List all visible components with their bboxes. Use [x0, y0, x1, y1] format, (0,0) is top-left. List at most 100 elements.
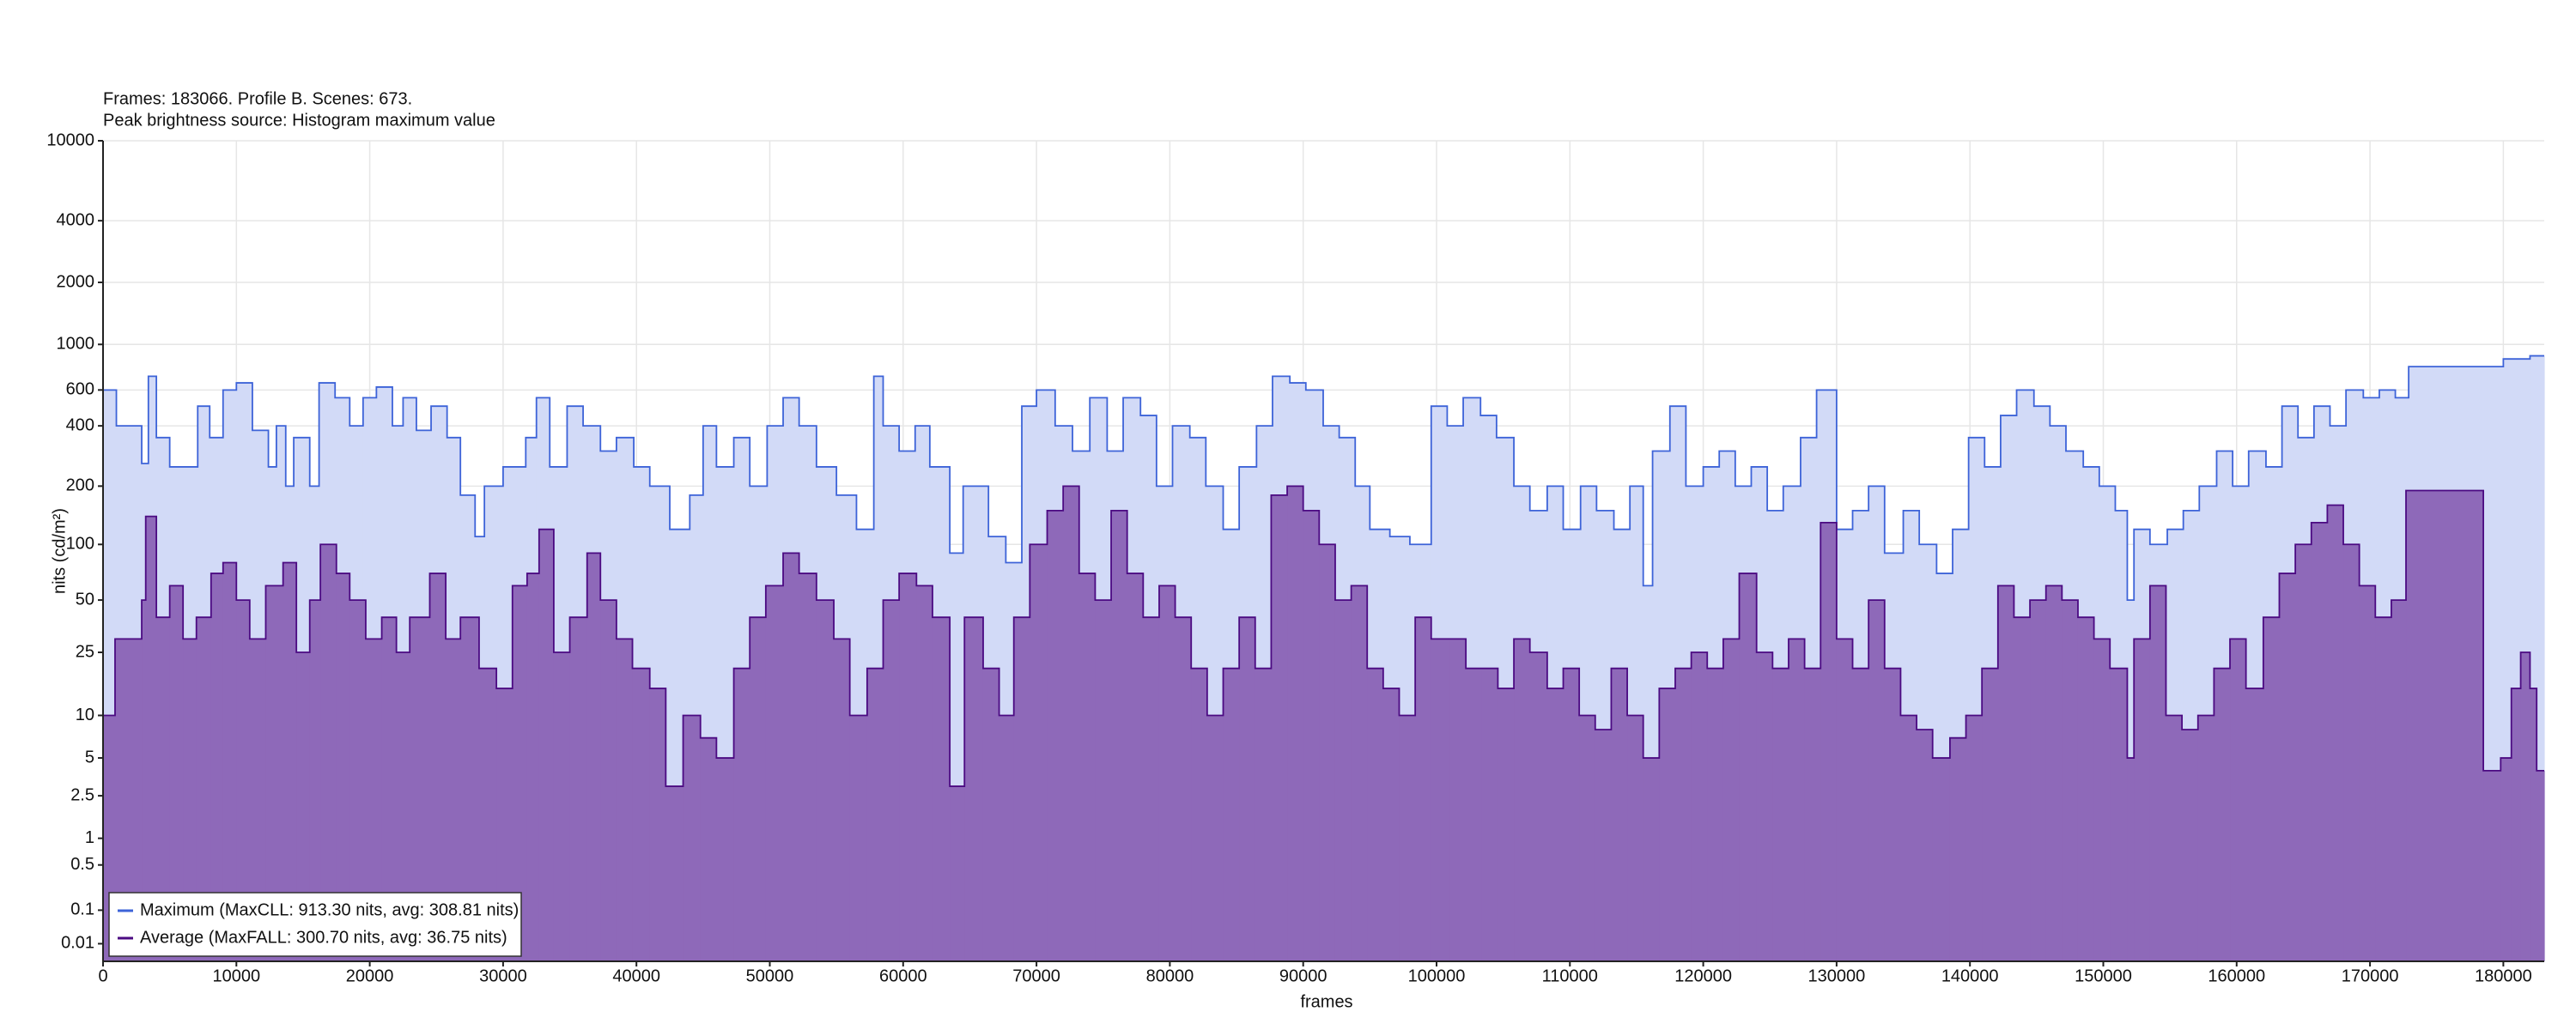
step-area-segment — [1788, 639, 1806, 961]
step-area-segment — [849, 715, 868, 961]
step-area-segment — [1900, 715, 1917, 961]
step-area-segment — [1965, 715, 1983, 961]
step-area-segment — [1982, 668, 1999, 961]
step-area-segment — [2014, 617, 2031, 961]
step-area-segment — [2134, 639, 2151, 961]
x-tick-label: 150000 — [2075, 966, 2132, 985]
step-area-segment — [460, 617, 480, 961]
step-area-segment — [2511, 688, 2522, 961]
step-area-segment — [1917, 730, 1934, 961]
step-area-segment — [2343, 544, 2360, 961]
step-area-segment — [2279, 573, 2296, 961]
y-tick-label: 10 — [76, 706, 94, 724]
step-area-segment — [649, 688, 666, 961]
step-area-segment — [1095, 600, 1112, 961]
step-line — [103, 485, 2544, 787]
step-area-segment — [2406, 490, 2484, 961]
y-tick-label: 5 — [85, 748, 94, 766]
x-tick-label: 10000 — [212, 966, 260, 985]
step-area-segment — [336, 573, 350, 961]
step-area-segment — [2197, 715, 2215, 961]
step-area-segment — [526, 573, 540, 961]
step-area-segment — [569, 617, 588, 961]
step-area-segment — [1563, 668, 1580, 961]
y-tick-label: 100 — [66, 535, 94, 554]
step-area-segment — [1063, 486, 1080, 961]
step-area-segment — [1722, 639, 1741, 961]
step-area-segment — [169, 585, 184, 961]
step-area-segment — [183, 639, 197, 961]
step-area-segment — [236, 600, 251, 961]
step-area-segment — [2530, 688, 2537, 961]
step-area-segment — [1449, 639, 1467, 961]
step-area-segment — [586, 553, 601, 961]
x-tick-label: 0 — [98, 966, 107, 985]
step-area-segment — [2295, 544, 2312, 961]
step-area-segment — [2127, 758, 2135, 961]
chart-title: Frames: 183066. Profile B. Scenes: 673. — [103, 89, 412, 108]
step-area-segment — [2230, 639, 2247, 961]
x-tick-label: 180000 — [2475, 966, 2532, 985]
step-area-segment — [1143, 617, 1160, 961]
step-area-segment — [1319, 544, 1336, 961]
step-area-segment — [1659, 688, 1676, 961]
legend-label: Maximum (MaxCLL: 913.30 nits, avg: 308.8… — [140, 900, 519, 919]
step-area-segment — [222, 562, 237, 961]
y-tick-label: 2000 — [57, 272, 95, 291]
step-area-segment — [1399, 715, 1416, 961]
step-area-segment — [2062, 600, 2079, 961]
step-area-segment — [349, 600, 367, 961]
step-area-segment — [2537, 770, 2545, 961]
step-area-segment — [1756, 652, 1773, 961]
step-area-segment — [982, 668, 1000, 961]
x-tick-label: 90000 — [1279, 966, 1327, 985]
step-area-segment — [1158, 585, 1176, 961]
step-area-segment — [512, 585, 528, 961]
step-area-segment — [2030, 600, 2047, 961]
step-area-segment — [538, 529, 555, 961]
step-area-segment — [2077, 617, 2095, 961]
step-area-segment — [2245, 688, 2264, 961]
step-area-segment — [365, 639, 383, 961]
step-area-segment — [1191, 668, 1208, 961]
y-tick-label: 1000 — [57, 335, 95, 354]
step-area-segment — [1271, 494, 1288, 961]
step-area-segment — [932, 617, 951, 961]
step-area-segment — [1772, 668, 1789, 961]
step-area-segment — [309, 600, 321, 961]
step-area-segment — [2093, 639, 2111, 961]
y-tick-label: 2.5 — [70, 785, 94, 804]
step-area-segment — [1804, 668, 1821, 961]
step-area-segment — [883, 600, 900, 961]
step-area-segment — [446, 639, 461, 961]
step-area-segment — [478, 668, 497, 961]
step-area-segment — [2045, 585, 2063, 961]
y-tick-label: 1 — [85, 828, 94, 847]
step-area-segment — [1030, 544, 1048, 961]
step-area-segment — [156, 617, 171, 961]
step-area-segment — [1466, 668, 1483, 961]
step-area-segment — [1481, 668, 1499, 961]
series-area — [103, 485, 2545, 961]
y-axis-label: nits (cd/m²) — [50, 508, 69, 594]
y-tick-label: 10000 — [46, 130, 94, 149]
step-area-segment — [834, 639, 851, 961]
y-tick-label: 4000 — [57, 210, 95, 229]
x-tick-label: 140000 — [1941, 966, 1999, 985]
x-axis-label: frames — [1300, 992, 1352, 1011]
step-area-segment — [2391, 600, 2407, 961]
step-area-segment — [296, 652, 311, 961]
step-area-segment — [1382, 688, 1400, 961]
step-area-segment — [1932, 758, 1951, 961]
step-area-segment — [1691, 652, 1708, 961]
step-area-segment — [1514, 639, 1531, 961]
step-area-segment — [600, 600, 617, 961]
step-area-segment — [1498, 688, 1515, 961]
x-tick-label: 110000 — [1542, 966, 1598, 985]
step-area-segment — [396, 652, 410, 961]
step-area-segment — [2520, 652, 2531, 961]
legend: Maximum (MaxCLL: 913.30 nits, avg: 308.8… — [108, 892, 522, 957]
step-area-segment — [410, 617, 431, 961]
y-tick-label: 50 — [76, 590, 94, 609]
step-area-segment — [616, 639, 634, 961]
